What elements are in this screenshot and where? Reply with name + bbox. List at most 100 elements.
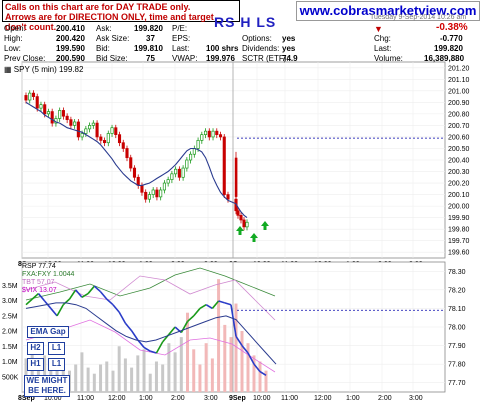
volume-bar <box>223 324 227 392</box>
candle-up <box>196 140 200 149</box>
volume-bar <box>92 373 96 392</box>
legend-vix: $VIX 13.07 <box>22 287 57 294</box>
price-tick-label: 200.70 <box>448 123 470 130</box>
vwap-label: VWAP: <box>172 54 198 63</box>
rsp-line-segment <box>56 304 64 317</box>
website-link[interactable]: www.cobrasmarketview.com <box>296 1 480 21</box>
lower-x-tick-label: 3:00 <box>409 395 423 402</box>
price-chart-title: ▦ SPY (5 min) 199.82 <box>4 66 83 74</box>
last-price-value: 199.820 <box>434 44 463 53</box>
candle-down <box>65 115 69 120</box>
volume-bar <box>161 364 165 392</box>
candle-down <box>69 119 73 126</box>
candle-down <box>31 92 36 97</box>
lower-x-tick-label: 10:00 <box>44 395 62 402</box>
rsp-line-segment <box>241 345 249 354</box>
rsp-line-segment <box>25 298 33 306</box>
rsp-line-segment <box>62 298 71 306</box>
candle-down <box>222 136 226 195</box>
volume-bar <box>142 349 146 392</box>
gap-candle <box>234 157 238 197</box>
rsp-line-segment <box>112 304 120 313</box>
candle-down <box>218 134 223 138</box>
candle-up <box>181 167 185 178</box>
candle-down <box>144 191 148 200</box>
candle-down <box>132 167 137 178</box>
rsp-line-segment <box>259 370 267 376</box>
lower-x-tick-label: 1:00 <box>139 395 153 402</box>
bid-value: 199.810 <box>134 44 163 53</box>
lower-tick-label: 78.10 <box>448 306 466 313</box>
volume-bar <box>74 364 78 392</box>
candle-down <box>43 104 47 115</box>
lower-x-tick-label: 8Sep <box>18 395 35 402</box>
candle-down <box>239 214 243 221</box>
price-tick-label: 201.20 <box>448 65 470 72</box>
candle-up <box>84 128 88 134</box>
date-label: Tuesday 9-Sep-2014 10:26 am <box>370 14 467 21</box>
volume-tick-label: 2.0M <box>2 329 18 336</box>
dividends-label: Dividends: <box>242 44 280 53</box>
candle-up <box>170 173 174 180</box>
rsp-line-segment <box>81 292 89 298</box>
candle-up <box>110 127 114 134</box>
lower-x-tick-label: 9Sep <box>229 395 246 402</box>
high-label: High: <box>4 34 23 43</box>
candle-up <box>28 92 32 101</box>
low-value: 199.590 <box>56 44 85 53</box>
disclaimer-note: Calls on this chart are for DAY TRADE on… <box>2 0 240 32</box>
price-tick-label: 199.90 <box>448 215 470 222</box>
rsp-line-segment <box>124 322 133 332</box>
price-tick-label: 200.30 <box>448 169 470 176</box>
price-tick-label: 200.40 <box>448 158 470 165</box>
h2-box: H2 <box>27 342 44 355</box>
candle-up <box>159 189 163 198</box>
up-arrow-icon <box>250 233 258 242</box>
legend-rsp: RSP 77.74 <box>22 263 56 270</box>
candle-down <box>140 185 144 193</box>
lower-x-tick-label: 1:00 <box>346 395 360 402</box>
rsp-line-segment <box>230 304 237 337</box>
rsp-line-segment <box>106 298 114 306</box>
candle-up <box>80 133 84 138</box>
lower-x-tick-label: 2:00 <box>378 395 392 402</box>
candle-down <box>50 111 54 124</box>
lower-tick-label: 78.00 <box>448 325 466 332</box>
lower-x-tick-label: 12:00 <box>108 395 126 402</box>
volume-bar <box>111 370 115 392</box>
volume-bar <box>123 358 127 392</box>
rsp-line-segment <box>186 315 195 323</box>
candle-down <box>177 168 181 178</box>
pe-label: P/E: <box>172 24 188 33</box>
lower-tick-label: 77.90 <box>448 343 466 350</box>
price-tick-label: 200.60 <box>448 134 470 141</box>
candle-up <box>91 122 95 126</box>
eps-label: EPS: <box>172 34 191 43</box>
we-might-be-here-box: WE MIGHT BE HERE. <box>24 375 70 397</box>
candle-up <box>106 133 110 144</box>
price-tick-label: 200.10 <box>448 192 470 199</box>
candle-down <box>207 130 211 138</box>
legend-tbt: TBT 57.07 <box>22 279 55 286</box>
volume-bar <box>246 343 250 392</box>
candle-up <box>162 182 166 191</box>
rsp-line-segment <box>75 289 83 298</box>
price-tick-label: 199.60 <box>448 250 470 257</box>
price-sma-line <box>25 101 248 219</box>
l1-box-b: L1 <box>48 358 65 371</box>
chg-value: -0.770 <box>440 34 463 43</box>
price-tick-label: 201.00 <box>448 88 470 95</box>
volume-tick-label: 3.5M <box>2 283 18 290</box>
bid-size-label: Bid Size: <box>96 54 128 63</box>
candle-up <box>39 104 43 109</box>
open-value: 200.410 <box>56 24 85 33</box>
candle-up <box>174 168 178 175</box>
rsp-line-segment <box>235 335 243 347</box>
volume-bar <box>179 337 183 392</box>
candle-down <box>61 110 65 117</box>
rsp-line-segment <box>174 326 182 334</box>
price-tick-label: 200.80 <box>448 111 470 118</box>
candle-up <box>185 159 189 169</box>
volume-bar <box>154 361 158 392</box>
lower-x-tick-label: 2:00 <box>171 395 185 402</box>
